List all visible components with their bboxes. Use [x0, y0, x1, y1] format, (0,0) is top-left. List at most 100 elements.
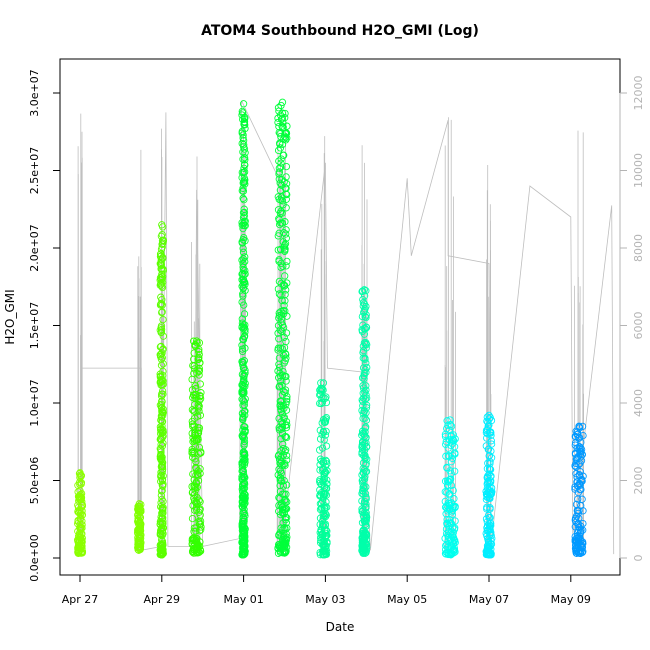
h2o-point: [317, 379, 325, 387]
h2o-point: [449, 436, 457, 444]
h2o-point: [277, 469, 285, 477]
h2o-point: [363, 455, 371, 463]
h2o-point: [240, 372, 248, 381]
h2o-point: [574, 526, 583, 535]
y-axis-label: H2O_GMI: [3, 289, 17, 344]
h2o-point: [451, 524, 459, 532]
h2o-point: [275, 456, 284, 464]
h2o-point: [158, 308, 166, 317]
h2o-point: [359, 526, 367, 535]
h2o-point: [276, 476, 284, 485]
h2o-point: [158, 270, 166, 278]
h2o-point: [158, 221, 166, 229]
h2o-point: [319, 379, 328, 387]
h2o-point: [322, 442, 331, 450]
h2o-point: [240, 527, 248, 535]
h2o-point: [157, 450, 165, 459]
h2o-point: [275, 257, 283, 265]
h2o-point: [196, 392, 204, 401]
h2o-point: [78, 498, 86, 506]
h2o-point: [158, 457, 166, 466]
h2o-point: [445, 490, 454, 498]
h2o-point: [239, 488, 247, 496]
h2o-point: [194, 541, 202, 549]
h2o-point: [283, 421, 291, 429]
y2-tick-label: 10000: [632, 153, 645, 188]
h2o-point: [240, 333, 248, 341]
h2o-point: [239, 263, 247, 271]
h2o-point: [274, 104, 283, 112]
h2o-point: [74, 516, 82, 525]
h2o-point: [282, 162, 291, 171]
h2o-point: [238, 276, 246, 284]
h2o-point: [157, 350, 165, 358]
h2o-point: [282, 195, 290, 203]
h2o-point: [240, 441, 248, 450]
h2o-point: [571, 432, 579, 441]
h2o-point: [240, 177, 248, 185]
h2o-point: [363, 363, 371, 372]
h2o-point: [487, 431, 495, 440]
h2o-point: [278, 296, 286, 305]
h2o-point: [276, 547, 284, 555]
h2o-point: [240, 470, 248, 479]
h2o-point: [578, 422, 587, 431]
h2o-point: [279, 262, 287, 270]
h2o-point: [318, 430, 326, 439]
h2o-point: [577, 444, 585, 452]
h2o-point: [190, 524, 199, 532]
h2o-point: [322, 485, 331, 493]
h2o-point: [159, 237, 167, 245]
h2o-point: [157, 232, 166, 240]
h2o-point: [158, 240, 166, 248]
h2o-point: [362, 323, 371, 332]
h2o-point: [239, 219, 248, 228]
h2o-point: [277, 435, 285, 443]
h2o-point: [157, 513, 165, 521]
h2o-point: [322, 413, 331, 422]
h2o-point: [279, 548, 288, 556]
h2o-point: [159, 332, 167, 340]
y-tick-label: 1.5e+07: [28, 302, 41, 349]
h2o-point: [279, 482, 288, 490]
h2o-point: [445, 452, 453, 461]
h2o-point: [191, 385, 200, 393]
h2o-point: [158, 461, 166, 469]
h2o-point: [359, 287, 367, 295]
h2o-point: [240, 140, 248, 149]
h2o-point: [282, 490, 290, 498]
h2o-point: [189, 393, 197, 402]
h2o-series: [73, 98, 587, 559]
h2o-point: [195, 407, 203, 415]
h2o-point: [195, 397, 203, 405]
y2-tick-label: 0: [632, 555, 645, 562]
h2o-point: [362, 401, 371, 409]
h2o-point: [240, 153, 249, 162]
h2o-point: [241, 257, 249, 266]
h2o-point: [441, 430, 450, 439]
h2o-point: [575, 539, 583, 547]
h2o-point: [239, 320, 247, 329]
h2o-point: [196, 498, 204, 506]
h2o-point: [159, 409, 167, 417]
h2o-point: [137, 520, 145, 528]
h2o-point: [136, 502, 144, 510]
h2o-point: [278, 410, 286, 418]
h2o-point: [190, 527, 198, 536]
h2o-point: [486, 551, 494, 559]
h2o-point: [276, 144, 285, 152]
h2o-point: [238, 129, 246, 137]
h2o-point: [241, 427, 249, 436]
h2o-point: [238, 315, 246, 323]
h2o-point: [195, 508, 203, 516]
h2o-point: [158, 433, 167, 442]
h2o-point: [282, 129, 291, 137]
h2o-point: [239, 413, 247, 421]
y-tick-label: 0.0e+00: [28, 534, 41, 581]
h2o-point: [360, 466, 369, 474]
h2o-point: [77, 530, 86, 539]
h2o-point: [240, 164, 248, 172]
h2o-point: [319, 428, 328, 436]
h2o-point: [361, 539, 370, 547]
